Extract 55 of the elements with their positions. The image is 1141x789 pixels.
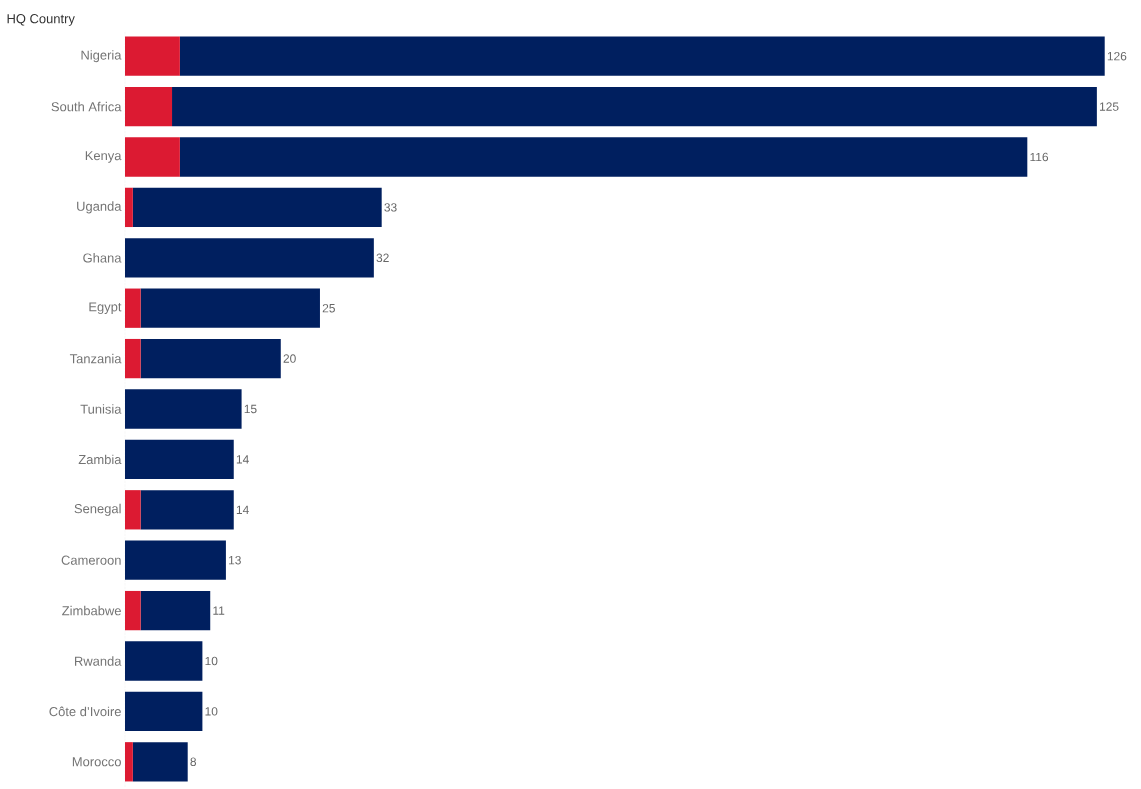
bar: [125, 288, 141, 328]
y-tick-label: Zimbabwe: [62, 605, 121, 616]
annotation: 15: [244, 404, 257, 414]
y-tick-label: Senegal: [74, 503, 121, 516]
bar: [172, 86, 1097, 127]
bar: [125, 137, 180, 177]
y-tick-label: Rwanda: [75, 656, 122, 666]
bar: [125, 389, 242, 429]
bar: [125, 540, 226, 580]
bar: [125, 187, 133, 228]
bar: [125, 338, 141, 379]
annotation: 8: [190, 757, 197, 767]
bar: [179, 137, 1028, 177]
bar: [125, 36, 180, 76]
y-tick-label: Nigeria: [81, 50, 122, 63]
bar: [125, 742, 133, 782]
bar: [125, 238, 374, 278]
y-tick-label: Zambia: [78, 454, 122, 465]
annotation: 33: [384, 203, 397, 212]
bar: [125, 641, 203, 681]
bar: [140, 288, 320, 328]
bar: [140, 490, 234, 530]
y-tick-label: Tunisia: [80, 404, 122, 414]
bar: [179, 36, 1105, 76]
bar: [125, 590, 141, 631]
y-tick-label: Tanzania: [69, 353, 122, 364]
annotation: 126: [1107, 51, 1127, 61]
annotation: 14: [236, 455, 249, 464]
y-axis-title: HQ Country: [7, 14, 75, 26]
bar: [132, 187, 382, 228]
annotation: 10: [205, 656, 218, 666]
y-tick-label: Côte d’Ivoire: [49, 706, 121, 717]
annotation: 10: [205, 707, 218, 716]
bar: [125, 86, 173, 127]
annotation: 14: [236, 505, 249, 514]
bar: [132, 742, 188, 782]
annotation: 11: [213, 606, 225, 615]
annotation: 116: [1030, 152, 1049, 162]
y-tick-label: Egypt: [89, 302, 122, 314]
bar: [125, 490, 141, 530]
bar: [125, 439, 234, 480]
y-tick-label: Morocco: [72, 757, 121, 767]
bar: [125, 691, 203, 732]
y-tick-label: South Africa: [51, 101, 122, 112]
annotation: 32: [376, 253, 389, 263]
y-tick-label: Kenya: [85, 151, 122, 163]
y-tick-label: Cameroon: [61, 555, 121, 565]
annotation: 125: [1099, 102, 1119, 111]
annotation: 20: [283, 354, 296, 363]
y-tick-label: Ghana: [83, 253, 122, 263]
annotation: 13: [229, 555, 241, 565]
y-tick-label: Uganda: [77, 201, 122, 214]
annotation: 25: [322, 303, 335, 313]
bar: [140, 338, 281, 379]
bar: [140, 590, 211, 631]
